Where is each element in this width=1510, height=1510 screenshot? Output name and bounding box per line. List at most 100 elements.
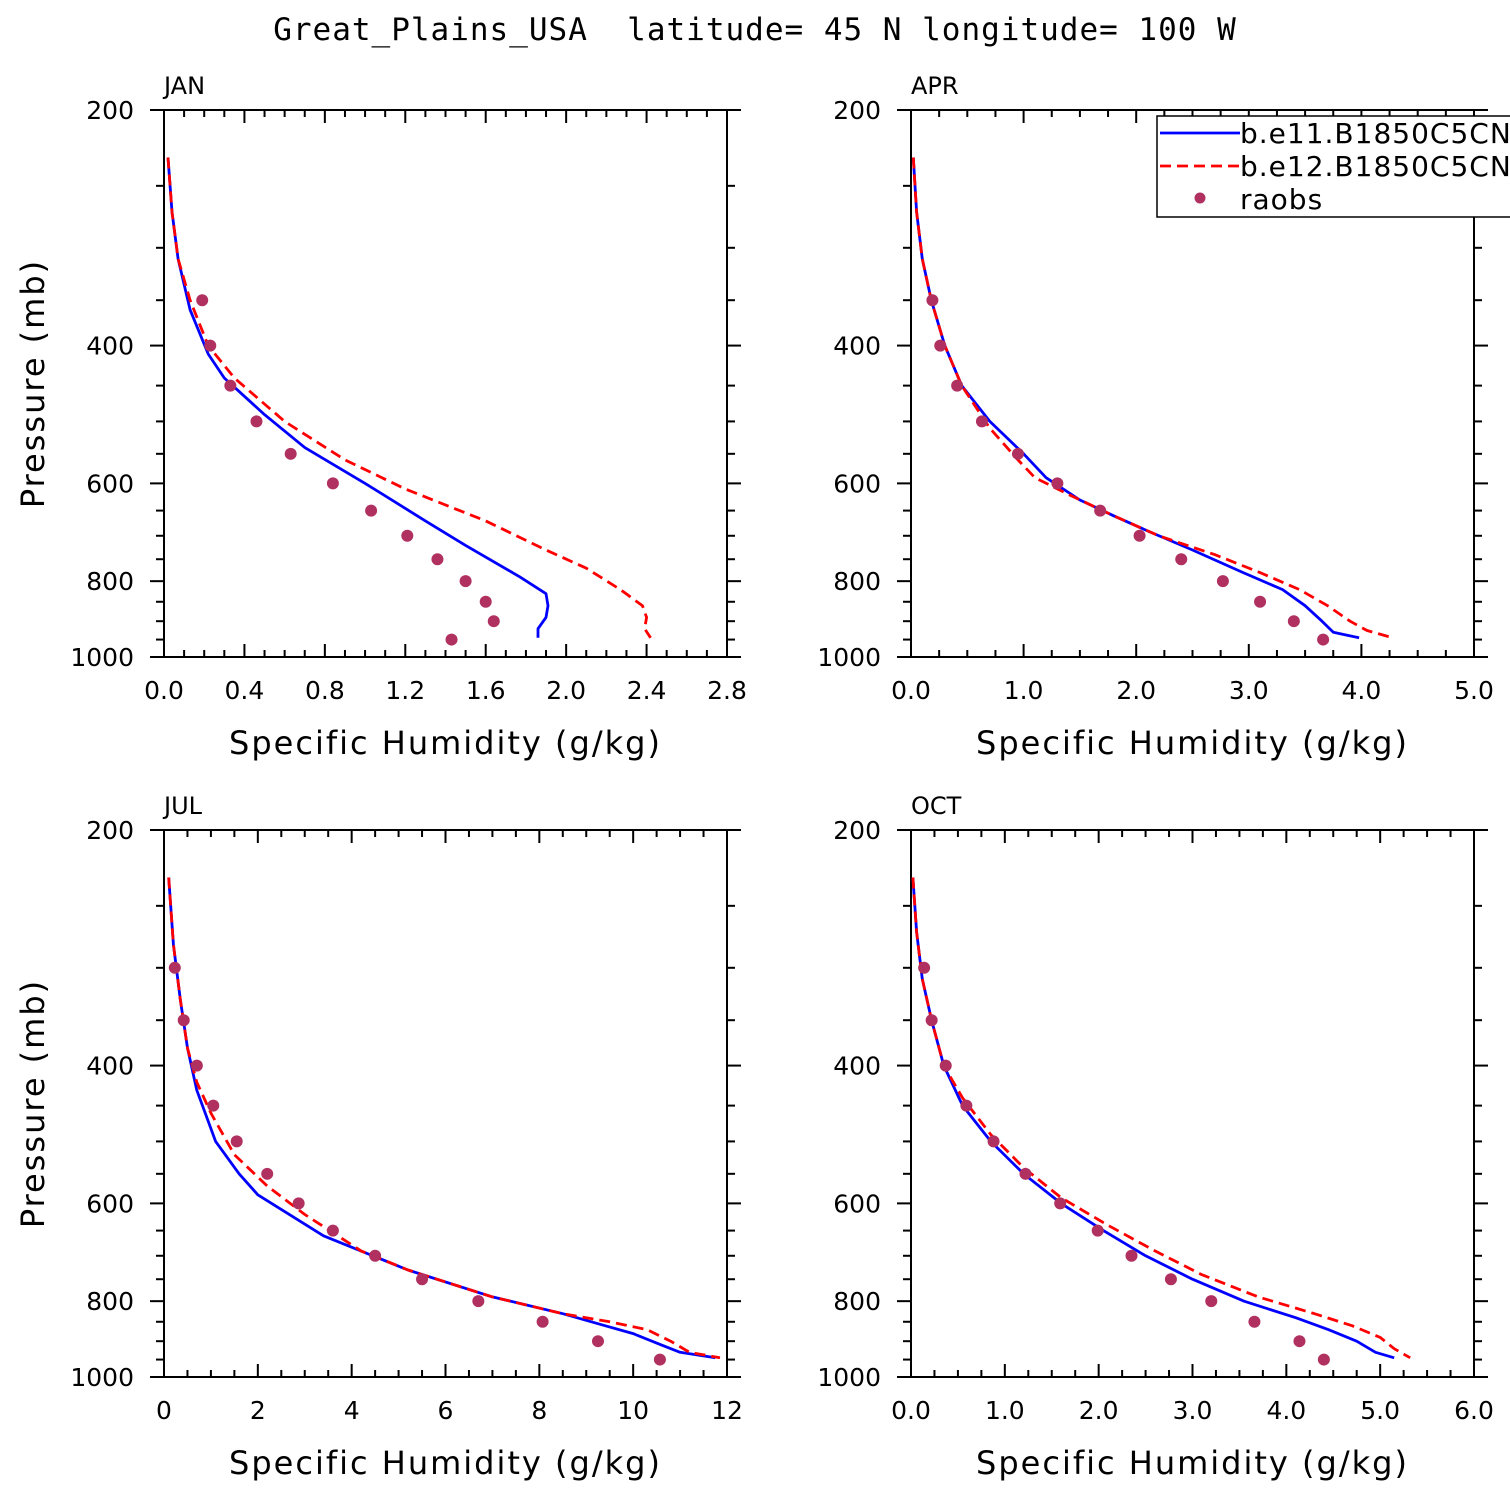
x-tick-label: 2.0 bbox=[546, 676, 586, 705]
raobs-point bbox=[479, 595, 492, 608]
raobs-point bbox=[1205, 1295, 1218, 1308]
raobs-point bbox=[190, 1059, 203, 1072]
raobs-point bbox=[459, 575, 472, 588]
x-tick-label: 4 bbox=[344, 1396, 360, 1425]
raobs-point bbox=[939, 1059, 952, 1072]
legend-label: raobs bbox=[1240, 183, 1323, 216]
raobs-point bbox=[292, 1197, 305, 1210]
plot-area bbox=[166, 157, 652, 646]
x-tick-label: 0.8 bbox=[305, 676, 345, 705]
raobs-point bbox=[326, 477, 339, 490]
panel-apr: 0.0 1.0 2.0 3.0 4.0 5.0 200 400 600 800 1000 APR Spe… bbox=[817, 72, 1494, 762]
x-tick-label: 2.4 bbox=[627, 676, 667, 705]
plot-area bbox=[167, 877, 721, 1366]
raobs-point bbox=[326, 1224, 339, 1237]
x-tick-label: 8 bbox=[531, 1396, 547, 1425]
x-tick-label: 2.0 bbox=[1116, 676, 1156, 705]
panel-jan: 0.0 0.4 0.8 1.2 1.6 2.0 2.4 2.8 200 400 600 800 1000… bbox=[14, 72, 747, 762]
raobs-point bbox=[1317, 1353, 1330, 1366]
y-tick-label: 200 bbox=[86, 96, 134, 125]
raobs-point bbox=[445, 633, 458, 646]
x-tick-label: 10 bbox=[617, 1396, 649, 1425]
raobs-point bbox=[1293, 1335, 1306, 1348]
plot-frame bbox=[163, 109, 728, 658]
raobs-point bbox=[431, 553, 444, 566]
raobs-point bbox=[1011, 447, 1024, 460]
legend-label: b.e11.B1850C5CN bbox=[1240, 117, 1510, 150]
plot-frame bbox=[163, 829, 728, 1378]
x-tick-label: 12 bbox=[711, 1396, 743, 1425]
x-tick-label: 0 bbox=[156, 1396, 172, 1425]
raobs-point bbox=[365, 504, 378, 517]
x-tick-label: 3.0 bbox=[1173, 1396, 1213, 1425]
raobs-point bbox=[1094, 504, 1107, 517]
plot-area bbox=[911, 877, 1411, 1366]
series-line-b-e11 bbox=[911, 157, 1360, 640]
y-tick-label: 800 bbox=[833, 567, 881, 596]
raobs-point bbox=[1317, 633, 1330, 646]
raobs-point bbox=[369, 1249, 382, 1262]
x-tick-label: 1.0 bbox=[1004, 676, 1044, 705]
raobs-point bbox=[653, 1353, 666, 1366]
x-tick-label: 0.0 bbox=[144, 676, 184, 705]
series-line-b-e12 bbox=[166, 157, 652, 639]
raobs-point bbox=[1091, 1224, 1104, 1237]
series-line-b-e12 bbox=[167, 877, 721, 1360]
x-tick-label: 0.4 bbox=[225, 676, 265, 705]
x-tick-label: 2 bbox=[250, 1396, 266, 1425]
raobs-point bbox=[934, 339, 947, 352]
raobs-point bbox=[250, 415, 263, 428]
y-tick-label: 600 bbox=[833, 1189, 881, 1218]
x-tick-label: 1.2 bbox=[385, 676, 425, 705]
plot-area bbox=[911, 157, 1394, 646]
raobs-point bbox=[591, 1335, 604, 1348]
x-tick-label: 4.0 bbox=[1266, 1396, 1306, 1425]
x-axis-title: Specific Humidity (g/kg) bbox=[229, 1444, 662, 1482]
y-tick-label: 200 bbox=[833, 816, 881, 845]
y-axis-title: Pressure (mb) bbox=[14, 259, 52, 508]
raobs-point bbox=[1216, 575, 1229, 588]
y-tick-label: 1000 bbox=[817, 643, 881, 672]
x-tick-label: 1.6 bbox=[466, 676, 506, 705]
series-line-b-e12 bbox=[911, 157, 1394, 640]
raobs-point bbox=[987, 1135, 1000, 1148]
raobs-point bbox=[926, 294, 939, 307]
raobs-point bbox=[261, 1167, 274, 1180]
raobs-point bbox=[1164, 1273, 1177, 1286]
legend-marker-raobs bbox=[1194, 192, 1206, 204]
y-tick-label: 600 bbox=[86, 469, 134, 498]
raobs-point bbox=[960, 1099, 973, 1112]
y-tick-label: 400 bbox=[86, 1052, 134, 1081]
raobs-point bbox=[951, 379, 964, 392]
raobs-point bbox=[1175, 553, 1188, 566]
y-tick-label: 600 bbox=[86, 1189, 134, 1218]
raobs-point bbox=[168, 961, 181, 974]
x-axis-title: Specific Humidity (g/kg) bbox=[976, 1444, 1409, 1482]
raobs-point bbox=[230, 1135, 243, 1148]
raobs-point bbox=[487, 615, 500, 628]
raobs-point bbox=[196, 294, 209, 307]
y-tick-label: 1000 bbox=[70, 643, 134, 672]
x-tick-label: 5.0 bbox=[1454, 676, 1494, 705]
raobs-point bbox=[1248, 1315, 1261, 1328]
panel-oct: 0.0 1.0 2.0 3.0 4.0 5.0 6.0 200 400 600 800 1000 OCT… bbox=[817, 792, 1494, 1482]
y-tick-label: 600 bbox=[833, 469, 881, 498]
x-tick-label: 2.8 bbox=[707, 676, 747, 705]
panel-label: APR bbox=[911, 72, 959, 100]
panel-label: JUL bbox=[162, 792, 203, 820]
plot-frame bbox=[910, 829, 1475, 1378]
raobs-point bbox=[416, 1273, 429, 1286]
x-tick-label: 6 bbox=[438, 1396, 454, 1425]
x-tick-label: 1.0 bbox=[985, 1396, 1025, 1425]
x-tick-label: 0.0 bbox=[891, 1396, 931, 1425]
raobs-point bbox=[925, 1014, 938, 1027]
panel-label: OCT bbox=[911, 792, 962, 820]
x-tick-label: 2.0 bbox=[1079, 1396, 1119, 1425]
raobs-point bbox=[401, 529, 414, 542]
panel-label: JAN bbox=[162, 72, 205, 100]
x-tick-label: 0.0 bbox=[891, 676, 931, 705]
raobs-point bbox=[1051, 477, 1064, 490]
x-tick-label: 5.0 bbox=[1360, 1396, 1400, 1425]
y-tick-label: 1000 bbox=[70, 1363, 134, 1392]
